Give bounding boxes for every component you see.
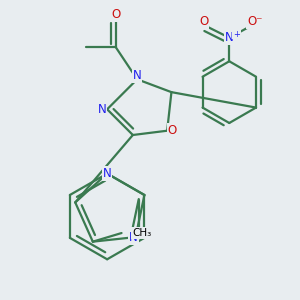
Text: +: + (233, 30, 240, 39)
Text: N: N (129, 231, 138, 244)
Text: N: N (98, 103, 106, 116)
Text: O⁻: O⁻ (247, 15, 263, 28)
Text: O: O (168, 124, 177, 137)
Text: N: N (133, 69, 142, 82)
Text: N: N (225, 31, 234, 44)
Text: CH₃: CH₃ (132, 228, 152, 238)
Text: N: N (103, 167, 112, 180)
Text: O: O (111, 8, 120, 22)
Text: O: O (199, 15, 208, 28)
